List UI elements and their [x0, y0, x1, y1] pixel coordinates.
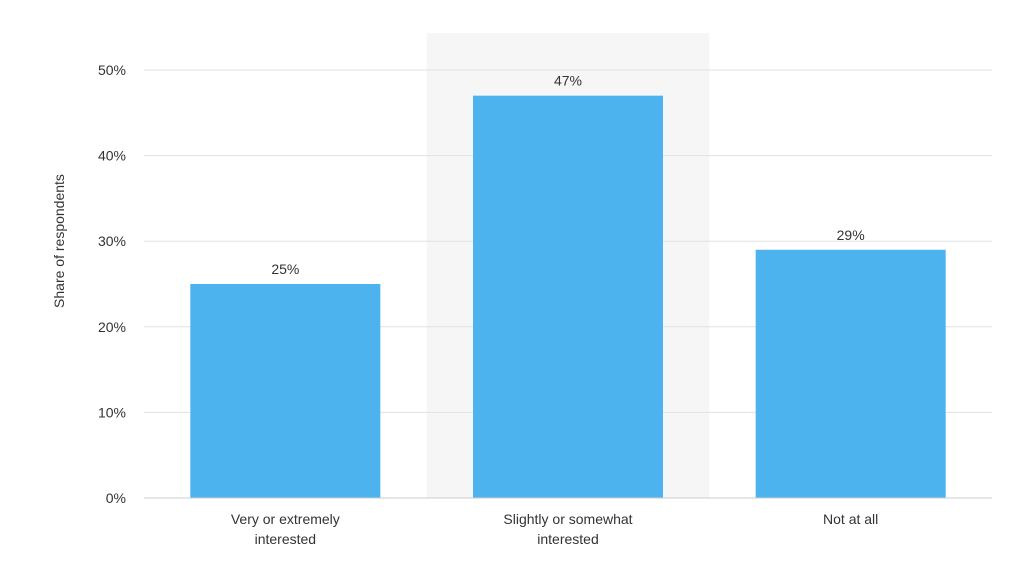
y-tick-label: 0%: [106, 490, 126, 506]
bar[interactable]: [755, 249, 946, 498]
y-tick-label: 30%: [98, 233, 126, 249]
data-label: 25%: [271, 261, 299, 277]
y-tick-label: 20%: [98, 319, 126, 335]
data-label: 47%: [554, 73, 582, 89]
labels: 0% 10% 20% 30% 40% 50% 25% Very or extremely int…: [98, 62, 878, 547]
bar[interactable]: [190, 284, 381, 498]
y-axis-title: Share of respondents: [51, 174, 67, 308]
y-tick-label: 10%: [98, 404, 126, 420]
y-tick-label: 50%: [98, 62, 126, 78]
data-label: 29%: [837, 227, 865, 243]
x-category-label: Slightly or somewhat: [503, 511, 632, 527]
bars: [190, 95, 946, 499]
x-category-label: interested: [255, 531, 316, 547]
y-tick-label: 40%: [98, 148, 126, 164]
x-category-label: interested: [537, 531, 598, 547]
bar[interactable]: [473, 95, 663, 499]
x-category-label: Not at all: [823, 511, 878, 527]
x-category-label: Very or extremely: [231, 511, 340, 527]
